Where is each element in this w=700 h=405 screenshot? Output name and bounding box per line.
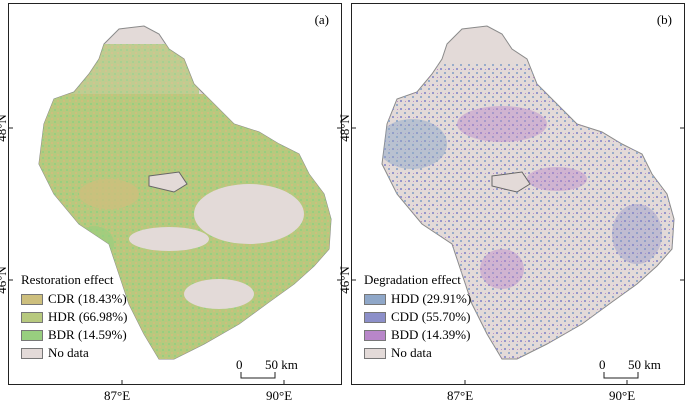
legend-item: No data xyxy=(21,344,127,362)
map-panel-degradation: (b) Degradation effect HDD (29.91%) CDD … xyxy=(351,3,685,385)
scale-bar: 0 50 km xyxy=(236,357,298,379)
legend-swatch xyxy=(364,311,386,323)
lat-tick-label: 48°N xyxy=(0,114,9,142)
legend-item: HDD (29.91%) xyxy=(364,290,471,308)
legend-label: BDD (14.39%) xyxy=(391,327,471,342)
legend-item: No data xyxy=(364,344,471,362)
scale-bar: 0 50 km xyxy=(599,357,661,379)
legend-label: No data xyxy=(48,345,89,360)
panel-label-a: (a) xyxy=(314,12,329,27)
legend-title: Degradation effect xyxy=(364,272,461,287)
legend-degradation: Degradation effect HDD (29.91%) CDD (55.… xyxy=(364,271,471,362)
lat-tick-label: 48°N xyxy=(336,114,352,142)
degradation-map xyxy=(381,25,675,360)
legend-label: HDR (66.98%) xyxy=(48,309,128,324)
legend-item: HDR (66.98%) xyxy=(21,308,127,326)
lat-tick-label: 46°N xyxy=(0,266,9,294)
legend-title: Restoration effect xyxy=(21,272,114,287)
legend-swatch xyxy=(21,347,43,359)
legend-swatch xyxy=(21,329,43,341)
scale-distance: 50 km xyxy=(265,357,298,372)
legend-swatch xyxy=(364,329,386,341)
lat-tick-label: 46°N xyxy=(336,266,352,294)
legend-item: BDD (14.39%) xyxy=(364,326,471,344)
lake-outline xyxy=(148,171,188,193)
legend-swatch xyxy=(364,347,386,359)
restoration-map xyxy=(38,25,332,360)
panel-label-b: (b) xyxy=(656,12,672,27)
lake-outline xyxy=(491,171,531,193)
scale-zero: 0 xyxy=(599,357,606,372)
map-panel-restoration: (a) Restoration effect CDR (18.43%) HDR … xyxy=(8,3,342,385)
scale-zero: 0 xyxy=(236,357,243,372)
lon-tick-label: 90°E xyxy=(609,388,636,403)
scale-distance: 50 km xyxy=(628,357,661,372)
legend-item: BDR (14.59%) xyxy=(21,326,127,344)
legend-restoration: Restoration effect CDR (18.43%) HDR (66.… xyxy=(21,271,127,362)
lon-tick-label: 87°E xyxy=(447,388,474,403)
legend-swatch xyxy=(21,293,43,305)
legend-swatch xyxy=(364,293,386,305)
legend-label: BDR (14.59%) xyxy=(48,327,127,342)
lon-tick-label: 87°E xyxy=(104,388,131,403)
lon-tick-label: 90°E xyxy=(266,388,293,403)
legend-label: CDD (55.70%) xyxy=(391,309,471,324)
legend-swatch xyxy=(21,311,43,323)
legend-item: CDR (18.43%) xyxy=(21,290,127,308)
legend-label: HDD (29.91%) xyxy=(391,291,472,306)
legend-item: CDD (55.70%) xyxy=(364,308,471,326)
legend-label: No data xyxy=(391,345,432,360)
legend-label: CDR (18.43%) xyxy=(48,291,127,306)
